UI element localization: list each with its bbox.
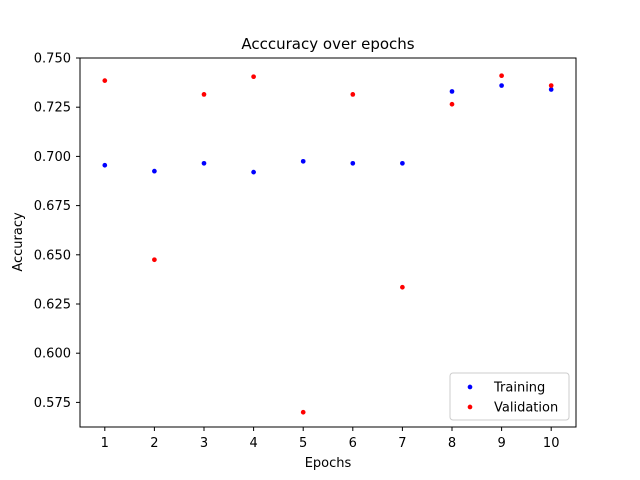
training-point (449, 89, 455, 94)
training-point (548, 87, 554, 92)
training-point (400, 160, 405, 166)
training-point (251, 169, 256, 175)
training-point (201, 160, 207, 166)
validation-point (400, 284, 405, 290)
training-point (102, 162, 108, 168)
y-tick-label: 0.725 (34, 101, 71, 116)
chart-title: Acccuracy over epochs (241, 35, 414, 53)
x-tick-label: 1 (101, 436, 109, 451)
legend-validation-marker (467, 404, 473, 410)
validation-point (152, 257, 157, 263)
legend-validation-label: Validation (494, 401, 558, 416)
x-tick-label: 10 (543, 436, 560, 451)
x-tick-label: 3 (200, 436, 208, 451)
validation-point (300, 409, 306, 415)
training-point (499, 83, 504, 88)
validation-point (499, 73, 504, 79)
validation-point (201, 92, 207, 97)
training-point (152, 168, 157, 174)
validation-point (449, 101, 455, 107)
x-tick-label: 9 (497, 436, 505, 451)
y-axis-label: Accuracy (11, 212, 26, 272)
training-point (300, 158, 306, 164)
y-tick-label: 0.625 (34, 298, 71, 313)
legend-box (449, 372, 570, 421)
legend-training-marker (467, 384, 473, 390)
y-tick-label: 0.750 (34, 52, 71, 67)
x-tick-label: 6 (349, 436, 357, 451)
x-tick-label: 8 (448, 436, 456, 451)
validation-point (251, 74, 256, 80)
y-tick-label: 0.700 (34, 150, 71, 165)
y-tick-label: 0.575 (34, 396, 71, 411)
plot-area: 1 2 3 4 5 6 7 8 9 10 0.575 0.600 0.625 0.650 0.675 0.70… (34, 52, 577, 451)
validation-point (548, 83, 554, 88)
x-tick-label: 2 (150, 436, 158, 451)
plot-frame (79, 57, 577, 428)
x-axis-label: Epochs (305, 456, 352, 471)
validation-point (350, 92, 356, 97)
x-tick-label: 5 (299, 436, 307, 451)
y-tick-label: 0.600 (34, 347, 71, 362)
validation-point (102, 78, 108, 83)
x-tick-label: 7 (398, 436, 406, 451)
y-tick-label: 0.675 (34, 199, 71, 214)
y-tick-label: 0.650 (34, 248, 71, 263)
legend-training-label: Training (493, 381, 545, 396)
training-point (350, 160, 356, 166)
x-tick-label: 4 (249, 436, 257, 451)
